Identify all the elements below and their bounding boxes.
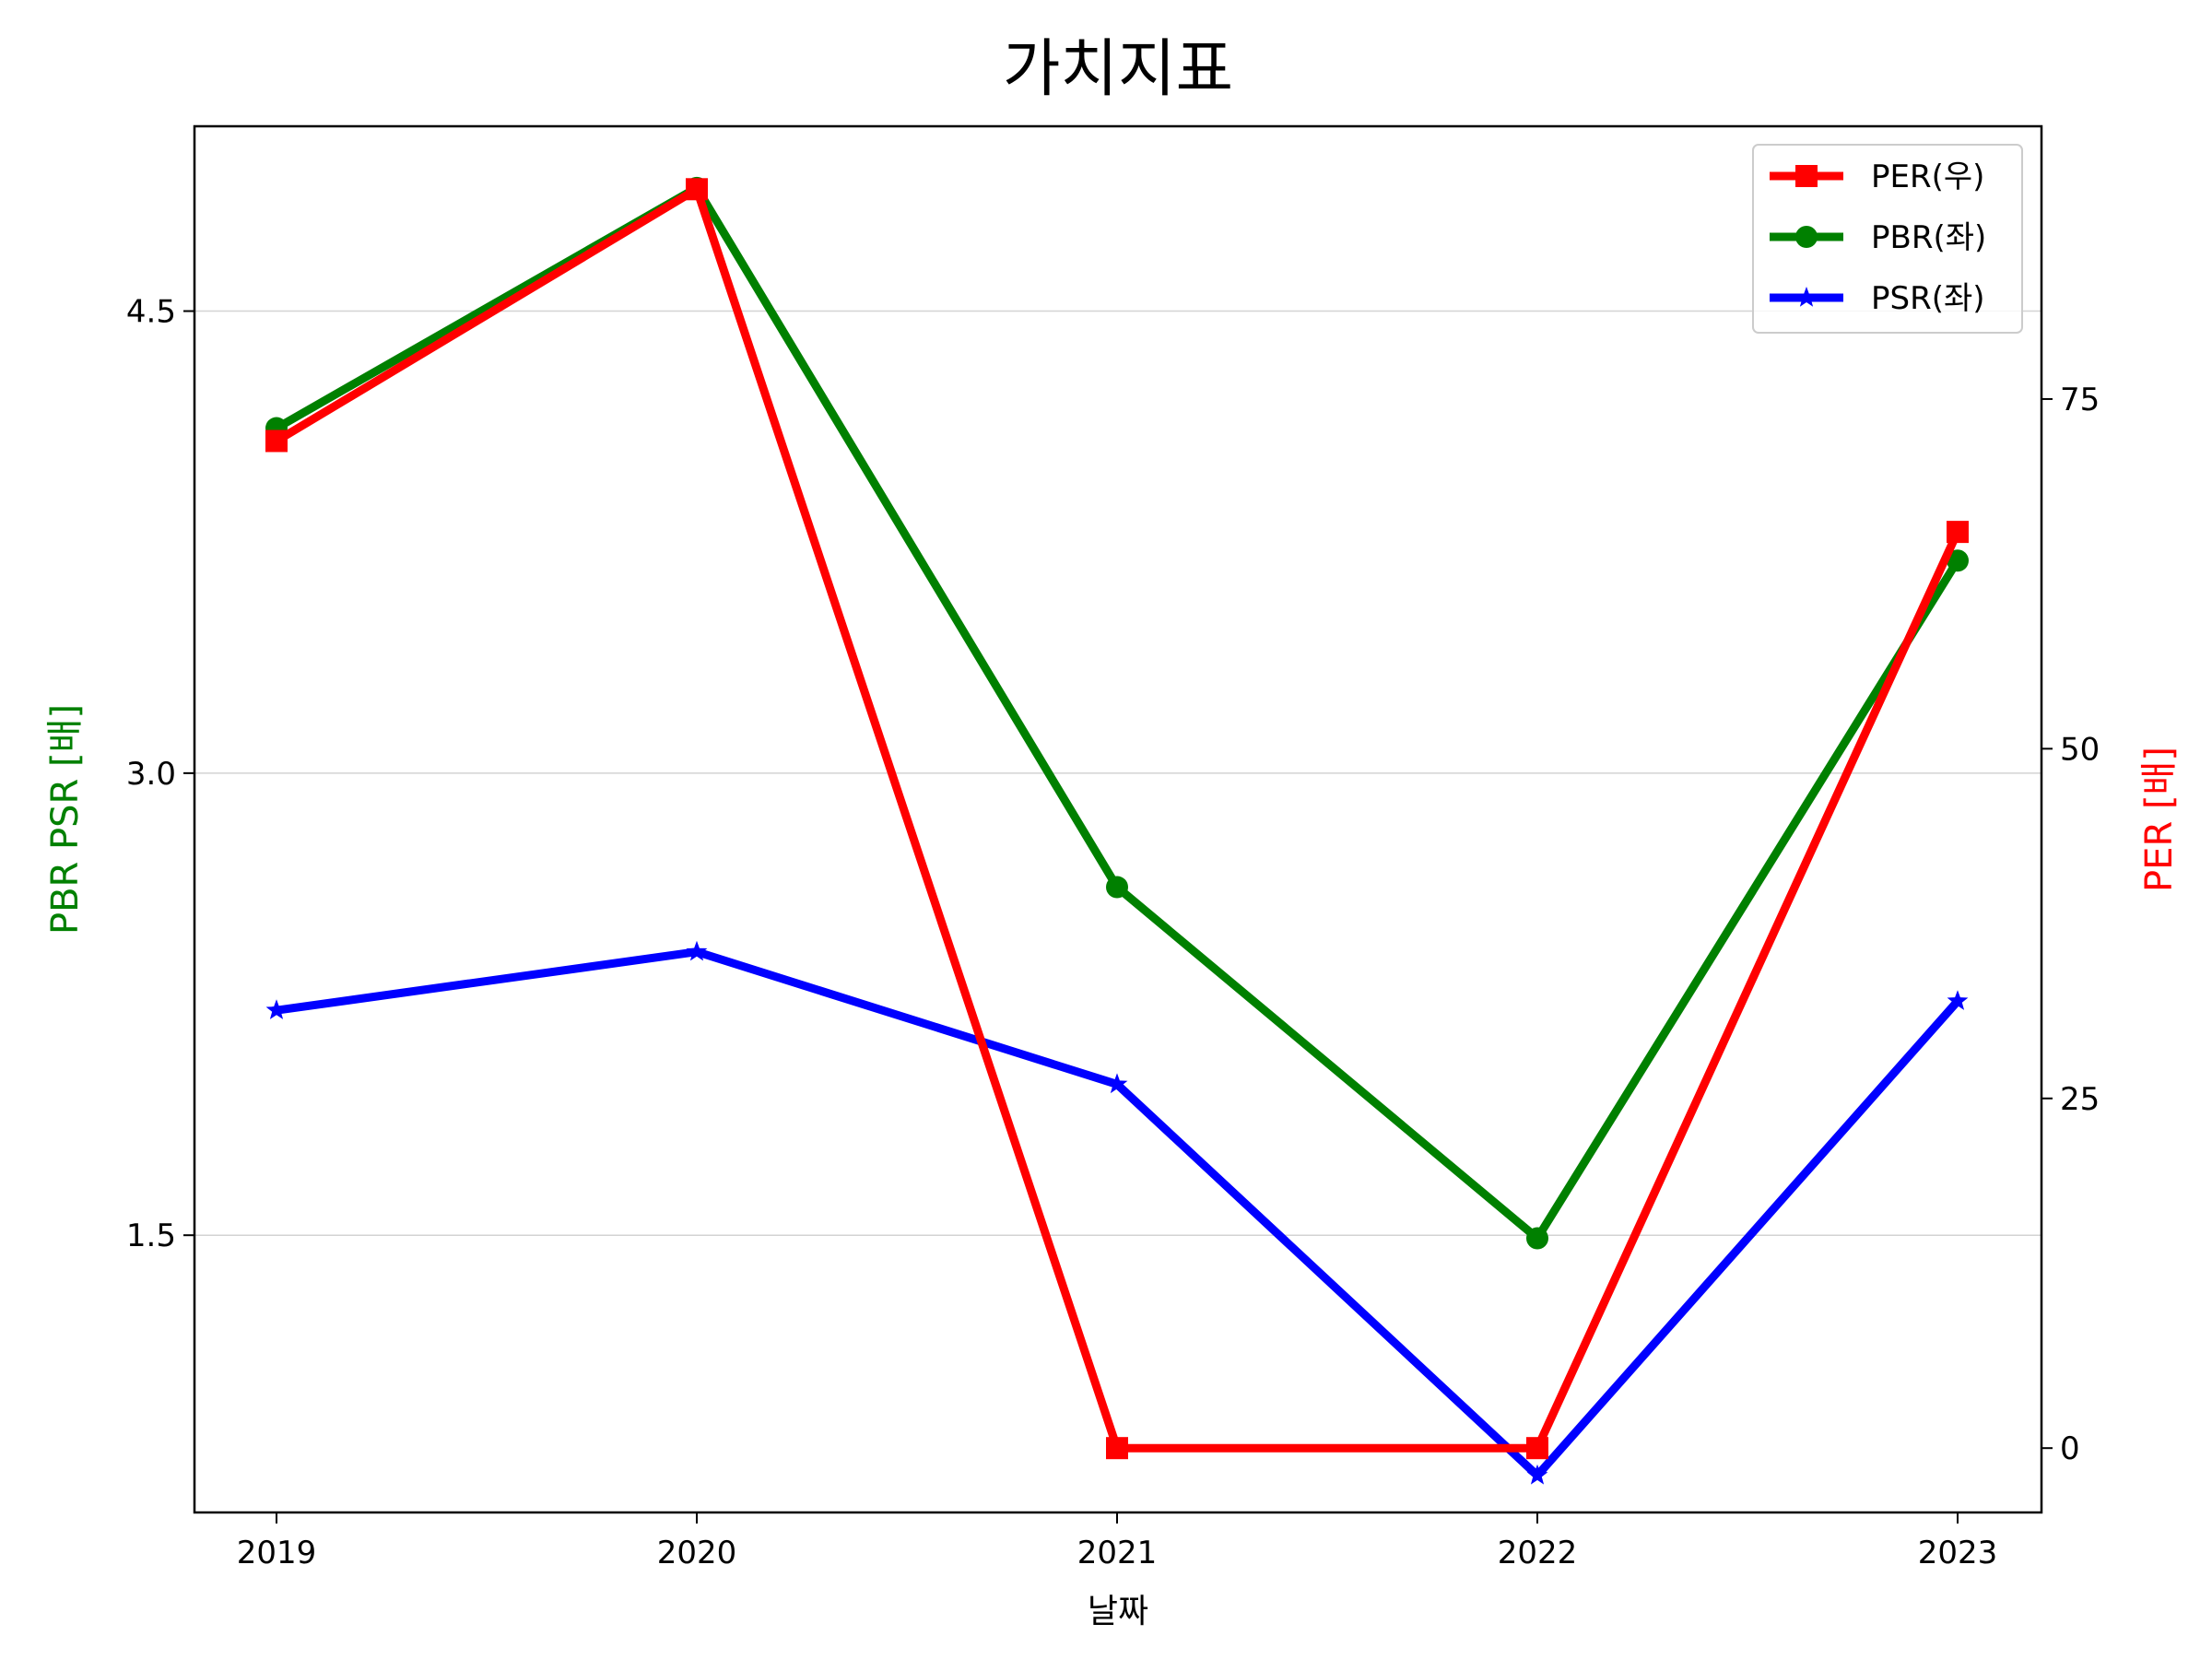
data-point <box>1947 549 1969 572</box>
series-PER(우) <box>265 178 1969 1460</box>
legend-label: PSR(좌) <box>1871 280 1985 317</box>
legend-label: PBR(좌) <box>1871 219 1986 256</box>
right-tick-label: 75 <box>2060 382 2100 418</box>
chart-title: 가치지표 <box>1003 33 1233 106</box>
legend-marker <box>1795 165 1818 187</box>
x-tick-label: 2019 <box>237 1535 317 1571</box>
legend-marker <box>1795 287 1818 307</box>
right-axis-ticks: 0 25 50 75 <box>2041 382 2100 1467</box>
data-point <box>265 999 288 1019</box>
data-point <box>686 178 708 201</box>
series-PSR(좌) <box>265 940 1969 1485</box>
legend-label: PER(우) <box>1871 159 1984 195</box>
legend-item: PER(우) <box>1770 159 1984 195</box>
data-point <box>1526 1464 1548 1485</box>
data-point <box>265 429 288 453</box>
left-tick-label: 4.5 <box>126 294 176 331</box>
left-axis-ticks: 1.5 3.0 4.5 <box>126 294 194 1254</box>
left-tick-label: 1.5 <box>126 1218 176 1254</box>
right-tick-label: 0 <box>2060 1430 2080 1467</box>
data-point <box>1526 1227 1548 1250</box>
legend-items: PER(우) PBR(좌) PSR(좌) <box>1770 159 1986 317</box>
legend: PER(우) PBR(좌) PSR(좌) <box>1752 144 2023 334</box>
data-point <box>1106 876 1128 899</box>
right-tick-label: 50 <box>2060 731 2100 768</box>
legend-marker <box>1795 226 1818 248</box>
data-point <box>1106 1073 1128 1094</box>
x-tick-label: 2022 <box>1498 1535 1578 1571</box>
legend-item: PSR(좌) <box>1770 280 1985 317</box>
left-tick-label: 3.0 <box>126 756 176 793</box>
data-point <box>686 940 708 961</box>
grid-lines <box>194 310 2041 1236</box>
data-point <box>1947 521 1969 544</box>
legend-box <box>1752 144 2023 334</box>
x-tick-label: 2020 <box>657 1535 737 1571</box>
right-tick-label: 25 <box>2060 1081 2100 1118</box>
x-tick-label: 2021 <box>1077 1535 1158 1571</box>
data-point <box>1106 1437 1128 1460</box>
legend-item: PBR(좌) <box>1770 219 1986 256</box>
data-point <box>1526 1437 1548 1460</box>
x-tick-label: 2023 <box>1918 1535 1998 1571</box>
left-y-axis-label: PBR PSR [배] <box>44 704 87 935</box>
series-layer <box>265 176 1969 1485</box>
right-y-axis-label: PER [배] <box>2138 747 2181 892</box>
x-axis-ticks: 2019 2020 2021 2022 2023 <box>237 1512 1998 1571</box>
x-axis-label: 날짜 <box>1088 1593 1148 1630</box>
data-point <box>1947 990 1969 1010</box>
